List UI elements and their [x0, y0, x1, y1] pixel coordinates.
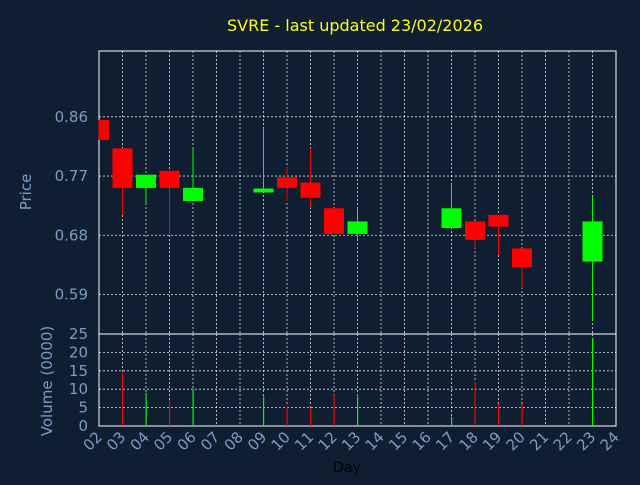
volume-tick-label: 15 — [69, 362, 88, 380]
volume-bar — [192, 389, 194, 426]
day-tick-label: 18 — [456, 428, 482, 454]
volume-bar — [333, 394, 335, 426]
day-tick-label: 20 — [503, 428, 529, 454]
price-tick-label: 0.59 — [55, 286, 88, 304]
volume-bar — [592, 337, 594, 426]
volume-bar — [310, 407, 312, 426]
day-tick-label: 03 — [103, 428, 129, 454]
candle-body-up — [136, 174, 156, 188]
volume-tick-label: 5 — [78, 399, 88, 417]
price-axis-label: Price — [17, 174, 35, 211]
day-tick-label: 24 — [597, 428, 623, 454]
volume-bar — [498, 403, 500, 426]
day-tick-label: 23 — [573, 428, 599, 454]
volume-tick-label: 0 — [78, 417, 88, 435]
volume-bars — [122, 337, 594, 426]
candle-body-up — [183, 187, 203, 202]
volume-bar — [263, 396, 265, 426]
volume-bar — [145, 392, 147, 426]
day-tick-label: 21 — [526, 428, 552, 454]
day-axis-ticks: 0203040506070809101112131415161718192021… — [80, 428, 623, 454]
day-tick-label: 11 — [291, 428, 317, 454]
day-axis-label: Day — [333, 460, 361, 476]
candle-body-down — [277, 177, 297, 188]
day-tick-label: 17 — [432, 428, 458, 454]
price-grid — [98, 51, 617, 334]
volume-axis-label: Volume (0000) — [38, 326, 56, 436]
day-tick-label: 15 — [385, 428, 411, 454]
volume-bar — [286, 405, 288, 426]
chart-title: SVRE - last updated 23/02/2026 — [227, 16, 483, 35]
candle-body-down — [465, 221, 485, 240]
volume-bar — [451, 416, 453, 426]
volume-bar — [357, 396, 359, 426]
day-tick-label: 07 — [197, 428, 223, 454]
day-tick-label: 22 — [550, 428, 576, 454]
day-tick-label: 12 — [315, 428, 341, 454]
day-tick-label: 19 — [479, 428, 505, 454]
candle-body-down — [99, 120, 109, 140]
volume-tick-label: 25 — [69, 325, 88, 343]
volume-bar — [122, 372, 124, 426]
volume-bar — [521, 403, 523, 426]
candle-body-up — [347, 221, 368, 234]
day-tick-label: 14 — [362, 428, 388, 454]
day-tick-label: 05 — [150, 428, 176, 454]
day-tick-label: 08 — [221, 428, 247, 454]
candle-body-up — [253, 188, 274, 193]
candle-body-down — [300, 182, 321, 198]
price-axis-ticks: 0.59 0.68 0.77 0.86 — [55, 108, 88, 304]
price-panel: 0.59 0.68 0.77 0.86 Price — [17, 50, 617, 335]
price-tick-label: 0.77 — [55, 167, 88, 185]
candle-body-down — [488, 214, 509, 227]
candle-body-down — [324, 208, 344, 234]
volume-bar — [169, 400, 171, 426]
day-tick-label: 16 — [409, 428, 435, 454]
day-tick-label: 06 — [174, 428, 200, 454]
day-tick-label: 10 — [268, 428, 294, 454]
day-tick-label: 09 — [244, 428, 270, 454]
candle-body-down — [112, 148, 133, 188]
candle-body-up — [582, 221, 603, 262]
candle-body-down — [159, 170, 180, 188]
volume-tick-label: 20 — [69, 343, 88, 361]
volume-bar — [474, 381, 476, 426]
day-tick-label: 13 — [338, 428, 364, 454]
candle-body-down — [512, 248, 532, 268]
candle-body-up — [441, 208, 462, 229]
volume-tick-label: 10 — [69, 380, 88, 398]
candlesticks — [98, 120, 603, 321]
price-tick-label: 0.68 — [55, 226, 88, 244]
day-tick-label: 04 — [127, 428, 153, 454]
price-tick-label: 0.86 — [55, 108, 88, 126]
